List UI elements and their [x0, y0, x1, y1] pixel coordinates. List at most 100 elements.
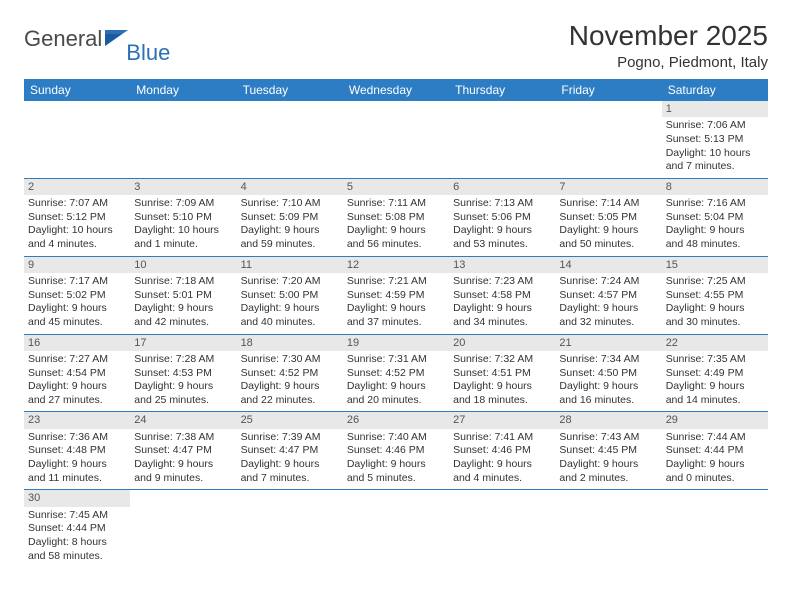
day-details: Sunrise: 7:41 AMSunset: 4:46 PMDaylight:…: [453, 431, 551, 486]
calendar-cell: 19Sunrise: 7:31 AMSunset: 4:52 PMDayligh…: [343, 334, 449, 412]
day-number: 8: [662, 179, 768, 195]
calendar-cell: 4 Sunrise: 7:10 AMSunset: 5:09 PMDaylight…: [237, 178, 343, 256]
calendar-cell: [555, 490, 661, 567]
calendar-week: 23 Sunrise: 7:36 AMSunset: 4:48 PMDayligh…: [24, 412, 768, 490]
day-number: 2: [24, 179, 130, 195]
day-number: 6: [449, 179, 555, 195]
calendar-cell: 28Sunrise: 7:43 AMSunset: 4:45 PMDayligh…: [555, 412, 661, 490]
calendar-cell: 20 Sunrise: 7:32 AMSunset: 4:51 PMDayligh…: [449, 334, 555, 412]
calendar-cell: [130, 490, 236, 567]
calendar-week: 30Sunrise: 7:45 AMSunset: 4:44 PMDayligh…: [24, 490, 768, 567]
day-number: [343, 101, 449, 117]
logo-text-blue: Blue: [126, 40, 170, 66]
day-details: Sunrise: 7:39 AMSunset: 4:47 PMDaylight:…: [241, 431, 339, 486]
location: Pogno, Piedmont, Italy: [569, 54, 768, 71]
day-details: Sunrise: 7:13 AMSunset: 5:06 PMDaylight:…: [453, 197, 551, 252]
day-number: 12: [343, 257, 449, 273]
calendar-week: 1Sunrise: 7:06 AMSunset: 5:13 PMDaylight…: [24, 101, 768, 178]
day-number: [449, 490, 555, 506]
day-number: 17: [130, 335, 236, 351]
day-number: [237, 490, 343, 506]
day-number: 4: [237, 179, 343, 195]
calendar-cell: 27Sunrise: 7:41 AMSunset: 4:46 PMDayligh…: [449, 412, 555, 490]
day-number: 20: [449, 335, 555, 351]
day-details: Sunrise: 7:17 AMSunset: 5:02 PMDaylight:…: [28, 275, 126, 330]
day-details: Sunrise: 7:10 AMSunset: 5:09 PMDaylight:…: [241, 197, 339, 252]
calendar-body: 1Sunrise: 7:06 AMSunset: 5:13 PMDaylight…: [24, 101, 768, 567]
logo: General Blue: [24, 20, 178, 52]
day-details: Sunrise: 7:16 AMSunset: 5:04 PMDaylight:…: [666, 197, 764, 252]
day-details: Sunrise: 7:21 AMSunset: 4:59 PMDaylight:…: [347, 275, 445, 330]
calendar-cell: 13Sunrise: 7:23 AMSunset: 4:58 PMDayligh…: [449, 256, 555, 334]
day-details: Sunrise: 7:18 AMSunset: 5:01 PMDaylight:…: [134, 275, 232, 330]
day-details: Sunrise: 7:34 AMSunset: 4:50 PMDaylight:…: [559, 353, 657, 408]
day-details: Sunrise: 7:11 AMSunset: 5:08 PMDaylight:…: [347, 197, 445, 252]
day-number: 11: [237, 257, 343, 273]
calendar-cell: 1Sunrise: 7:06 AMSunset: 5:13 PMDaylight…: [662, 101, 768, 178]
day-details: Sunrise: 7:43 AMSunset: 4:45 PMDaylight:…: [559, 431, 657, 486]
day-details: Sunrise: 7:09 AMSunset: 5:10 PMDaylight:…: [134, 197, 232, 252]
day-header: Saturday: [662, 79, 768, 101]
calendar-cell: 23 Sunrise: 7:36 AMSunset: 4:48 PMDayligh…: [24, 412, 130, 490]
day-header-row: SundayMondayTuesdayWednesdayThursdayFrid…: [24, 79, 768, 101]
calendar-table: SundayMondayTuesdayWednesdayThursdayFrid…: [24, 79, 768, 567]
calendar-cell: [237, 490, 343, 567]
calendar-cell: 16Sunrise: 7:27 AMSunset: 4:54 PMDayligh…: [24, 334, 130, 412]
calendar-cell: 12 Sunrise: 7:21 AMSunset: 4:59 PMDayligh…: [343, 256, 449, 334]
day-details: Sunrise: 7:30 AMSunset: 4:52 PMDaylight:…: [241, 353, 339, 408]
day-details: Sunrise: 7:20 AMSunset: 5:00 PMDaylight:…: [241, 275, 339, 330]
calendar-cell: [130, 101, 236, 178]
calendar-cell: 2Sunrise: 7:07 AMSunset: 5:12 PMDaylight…: [24, 178, 130, 256]
calendar-cell: 17 Sunrise: 7:28 AMSunset: 4:53 PMDayligh…: [130, 334, 236, 412]
calendar-cell: 3 Sunrise: 7:09 AMSunset: 5:10 PMDaylight…: [130, 178, 236, 256]
day-header: Sunday: [24, 79, 130, 101]
logo-text-general: General: [24, 26, 102, 52]
day-number: 16: [24, 335, 130, 351]
day-details: Sunrise: 7:44 AMSunset: 4:44 PMDaylight:…: [666, 431, 764, 486]
calendar-cell: [343, 490, 449, 567]
day-details: Sunrise: 7:32 AMSunset: 4:51 PMDaylight:…: [453, 353, 551, 408]
calendar-cell: 5Sunrise: 7:11 AMSunset: 5:08 PMDaylight…: [343, 178, 449, 256]
day-number: 21: [555, 335, 661, 351]
calendar-cell: [555, 101, 661, 178]
day-number: [449, 101, 555, 117]
day-number: 7: [555, 179, 661, 195]
calendar-cell: 7 Sunrise: 7:14 AMSunset: 5:05 PMDaylight…: [555, 178, 661, 256]
title-block: November 2025 Pogno, Piedmont, Italy: [569, 20, 768, 71]
calendar-week: 2Sunrise: 7:07 AMSunset: 5:12 PMDaylight…: [24, 178, 768, 256]
calendar-cell: [237, 101, 343, 178]
day-number: 29: [662, 412, 768, 428]
day-number: 10: [130, 257, 236, 273]
day-details: Sunrise: 7:25 AMSunset: 4:55 PMDaylight:…: [666, 275, 764, 330]
day-number: 26: [343, 412, 449, 428]
day-details: Sunrise: 7:28 AMSunset: 4:53 PMDaylight:…: [134, 353, 232, 408]
calendar-cell: 9Sunrise: 7:17 AMSunset: 5:02 PMDaylight…: [24, 256, 130, 334]
calendar-cell: 18 Sunrise: 7:30 AMSunset: 4:52 PMDayligh…: [237, 334, 343, 412]
day-number: [555, 490, 661, 506]
day-details: Sunrise: 7:14 AMSunset: 5:05 PMDaylight:…: [559, 197, 657, 252]
day-number: 22: [662, 335, 768, 351]
day-details: Sunrise: 7:38 AMSunset: 4:47 PMDaylight:…: [134, 431, 232, 486]
calendar-cell: 6 Sunrise: 7:13 AMSunset: 5:06 PMDaylight…: [449, 178, 555, 256]
day-number: [662, 490, 768, 506]
day-header: Thursday: [449, 79, 555, 101]
calendar-cell: [449, 490, 555, 567]
day-header: Friday: [555, 79, 661, 101]
day-number: [343, 490, 449, 506]
calendar-cell: 21 Sunrise: 7:34 AMSunset: 4:50 PMDayligh…: [555, 334, 661, 412]
day-details: Sunrise: 7:36 AMSunset: 4:48 PMDaylight:…: [28, 431, 126, 486]
day-number: [24, 101, 130, 117]
calendar-cell: 25 Sunrise: 7:39 AMSunset: 4:47 PMDayligh…: [237, 412, 343, 490]
calendar-week: 16Sunrise: 7:27 AMSunset: 4:54 PMDayligh…: [24, 334, 768, 412]
day-number: 3: [130, 179, 236, 195]
day-number: 14: [555, 257, 661, 273]
day-number: 23: [24, 412, 130, 428]
calendar-cell: [449, 101, 555, 178]
day-number: 25: [237, 412, 343, 428]
day-details: Sunrise: 7:35 AMSunset: 4:49 PMDaylight:…: [666, 353, 764, 408]
day-number: 30: [24, 490, 130, 506]
day-details: Sunrise: 7:23 AMSunset: 4:58 PMDaylight:…: [453, 275, 551, 330]
calendar-cell: [662, 490, 768, 567]
day-header: Monday: [130, 79, 236, 101]
day-number: 18: [237, 335, 343, 351]
